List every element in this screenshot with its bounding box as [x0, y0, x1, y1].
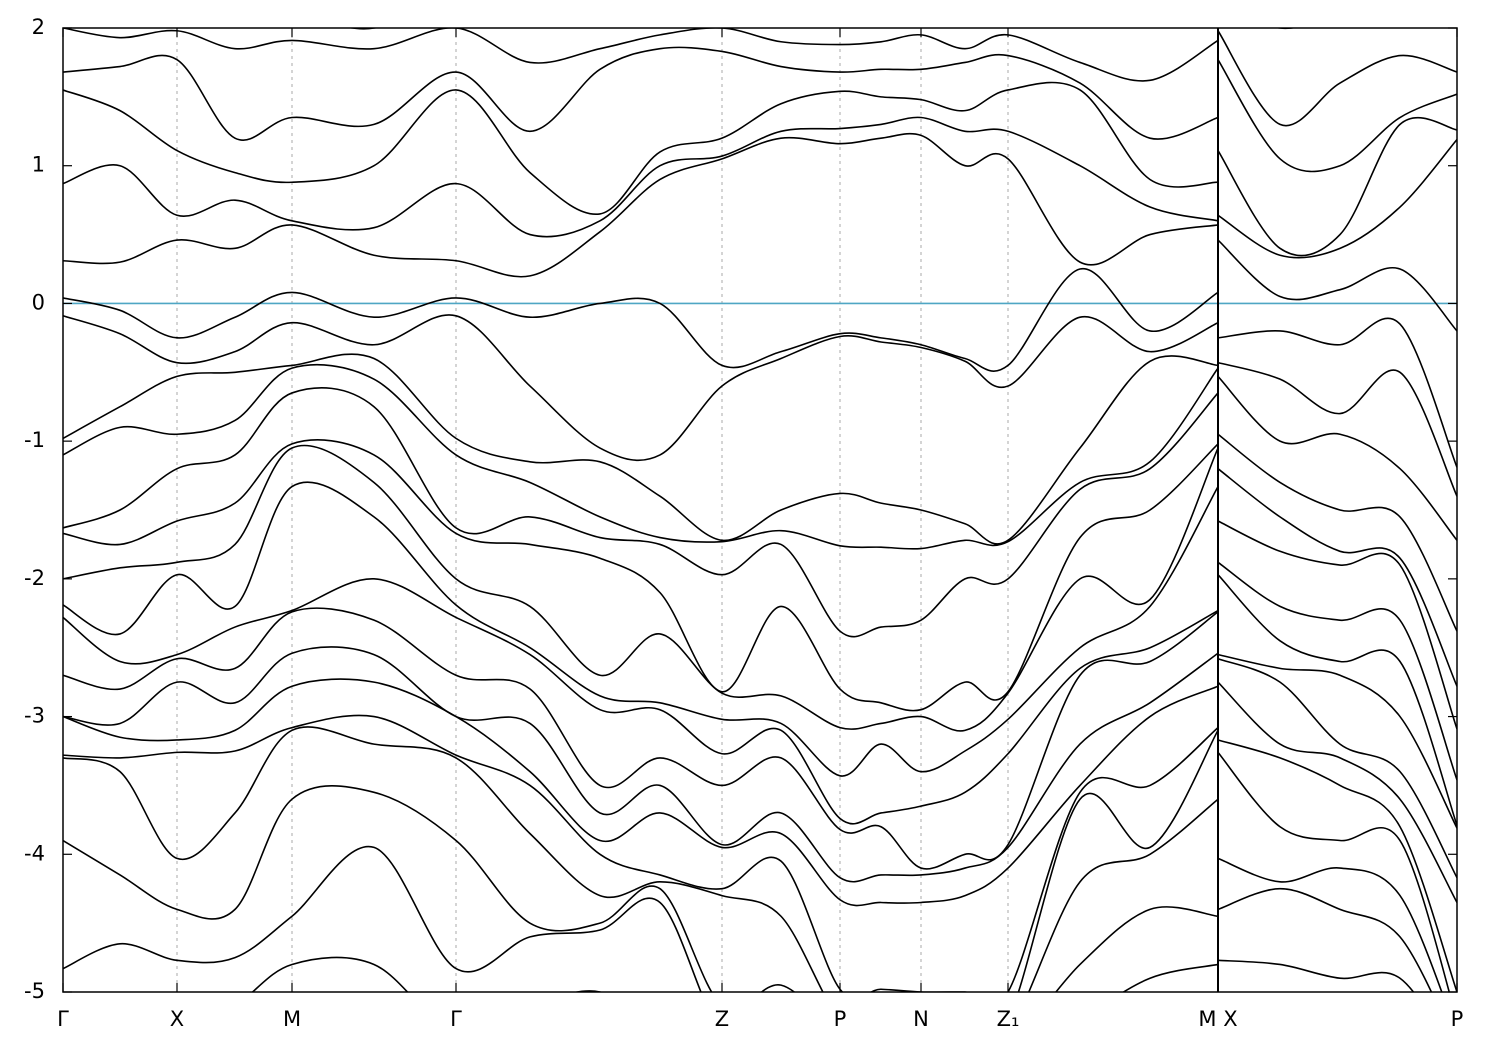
- band-line: [63, 646, 1457, 903]
- x-tick-label: M: [283, 1007, 301, 1031]
- y-tick-label: 2: [32, 15, 45, 39]
- x-tick-label: X: [170, 1007, 184, 1031]
- band-line: [63, 314, 1457, 497]
- band-line: [63, 607, 1457, 879]
- y-tick-label: -5: [24, 979, 45, 1003]
- band-line: [63, 785, 1433, 992]
- band-line: [63, 116, 1457, 259]
- band-line: [63, 353, 1457, 545]
- band-line: [63, 845, 1415, 992]
- band-line: [63, 268, 1457, 468]
- x-tick-label: Γ: [450, 1007, 462, 1031]
- band-line: [63, 46, 1457, 173]
- x-tick-label: Z: [715, 1007, 729, 1031]
- frame: [62, 27, 1458, 993]
- band-line: [63, 363, 1457, 632]
- x-tick-label: Γ: [57, 1007, 69, 1031]
- y-tick-label: 0: [32, 290, 45, 314]
- x-tick-label: P: [1451, 1007, 1464, 1031]
- band-line: [63, 444, 1457, 781]
- band-line: [63, 81, 1457, 257]
- band-line: [63, 714, 1451, 992]
- x-tick-label: N: [913, 1007, 929, 1031]
- band-line: [63, 387, 1457, 687]
- band-line: [63, 578, 1457, 829]
- plot-area: [63, 28, 1457, 992]
- y-tick-label: 1: [32, 153, 45, 177]
- y-tick-label: -2: [24, 566, 45, 590]
- x-tick-label: P: [834, 1007, 847, 1031]
- band-line: [63, 678, 1457, 992]
- x-tick-label: M X: [1198, 1007, 1237, 1031]
- band-line: [63, 132, 1457, 332]
- band-line: [63, 726, 1443, 992]
- x-tick-label: Z₁: [997, 1007, 1020, 1031]
- y-tick-label: -3: [24, 704, 45, 728]
- band-line: [63, 481, 1457, 826]
- y-tick-label: -4: [24, 841, 45, 865]
- y-tick-label: -1: [24, 428, 45, 452]
- axes: 2 1 0 -1 -2 -3 -4 -5 Γ X M Γ Z P N Z₁ M X P: [24, 15, 1463, 1031]
